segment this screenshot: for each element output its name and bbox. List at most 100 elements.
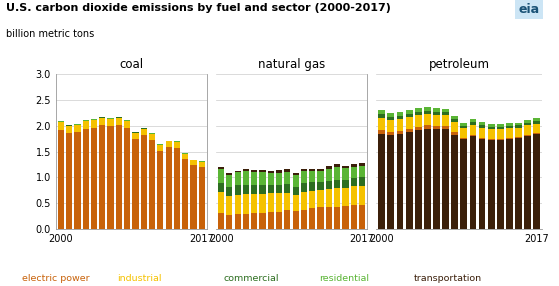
Bar bbox=[268, 194, 274, 212]
Bar bbox=[524, 136, 531, 229]
Bar bbox=[378, 110, 385, 114]
Bar bbox=[309, 182, 315, 191]
Bar bbox=[235, 172, 241, 185]
Bar bbox=[378, 134, 385, 229]
Text: natural gas: natural gas bbox=[258, 58, 325, 71]
Bar bbox=[451, 116, 458, 119]
Bar bbox=[387, 135, 394, 229]
Bar bbox=[433, 128, 440, 229]
Bar bbox=[326, 166, 332, 169]
Bar bbox=[116, 125, 122, 229]
Bar bbox=[292, 195, 299, 211]
Bar bbox=[479, 139, 485, 229]
Bar bbox=[285, 172, 291, 184]
Bar bbox=[243, 194, 249, 214]
Bar bbox=[533, 118, 540, 121]
Text: coal: coal bbox=[119, 58, 144, 71]
Bar bbox=[406, 118, 413, 129]
Bar bbox=[359, 163, 365, 166]
Bar bbox=[433, 112, 440, 115]
Bar bbox=[533, 121, 540, 124]
Bar bbox=[451, 135, 458, 229]
Bar bbox=[415, 130, 421, 229]
Bar bbox=[285, 210, 291, 229]
Bar bbox=[268, 172, 274, 185]
Bar bbox=[107, 126, 113, 229]
Bar bbox=[259, 170, 266, 172]
Bar bbox=[424, 125, 431, 129]
Bar bbox=[334, 167, 340, 180]
Bar bbox=[342, 166, 348, 168]
Bar bbox=[259, 212, 266, 229]
Bar bbox=[83, 120, 89, 121]
Bar bbox=[58, 122, 64, 130]
Bar bbox=[451, 132, 458, 135]
Bar bbox=[350, 186, 357, 205]
Bar bbox=[533, 133, 540, 134]
Bar bbox=[74, 132, 80, 229]
Bar bbox=[301, 192, 307, 210]
Bar bbox=[415, 127, 421, 130]
Bar bbox=[276, 212, 282, 229]
Bar bbox=[326, 180, 332, 189]
Bar bbox=[350, 164, 357, 167]
Bar bbox=[359, 166, 365, 177]
Bar bbox=[198, 167, 205, 229]
Bar bbox=[83, 129, 89, 229]
Bar bbox=[488, 129, 495, 139]
Bar bbox=[326, 189, 332, 207]
Bar bbox=[378, 114, 385, 118]
Bar bbox=[91, 119, 97, 120]
Bar bbox=[318, 171, 324, 182]
Bar bbox=[235, 185, 241, 194]
Bar bbox=[235, 214, 241, 229]
Bar bbox=[318, 169, 324, 171]
Bar bbox=[276, 172, 282, 185]
Bar bbox=[268, 185, 274, 194]
Bar bbox=[533, 134, 540, 229]
Bar bbox=[479, 128, 485, 138]
Bar bbox=[318, 182, 324, 190]
Bar bbox=[83, 121, 89, 129]
Bar bbox=[524, 125, 531, 135]
Bar bbox=[334, 207, 340, 229]
Bar bbox=[415, 116, 421, 127]
Bar bbox=[433, 115, 440, 126]
Bar bbox=[350, 205, 357, 229]
Bar bbox=[107, 119, 113, 126]
Text: petroleum: petroleum bbox=[429, 58, 490, 71]
Bar bbox=[149, 140, 155, 229]
Bar bbox=[251, 172, 257, 185]
Bar bbox=[470, 122, 476, 125]
Bar bbox=[309, 208, 315, 229]
Bar bbox=[141, 135, 147, 229]
Bar bbox=[218, 192, 224, 212]
Bar bbox=[226, 187, 233, 196]
Bar bbox=[506, 139, 513, 229]
Bar bbox=[396, 119, 404, 131]
Bar bbox=[533, 124, 540, 133]
Bar bbox=[470, 119, 476, 122]
Bar bbox=[91, 128, 97, 229]
Bar bbox=[226, 173, 233, 175]
Bar bbox=[424, 114, 431, 125]
Bar bbox=[506, 126, 513, 128]
Bar bbox=[191, 165, 197, 229]
Bar bbox=[301, 210, 307, 229]
Bar bbox=[74, 125, 80, 132]
Bar bbox=[132, 132, 139, 133]
Text: transportation: transportation bbox=[414, 274, 482, 283]
Bar bbox=[488, 124, 495, 127]
Bar bbox=[218, 182, 224, 192]
Bar bbox=[58, 130, 64, 229]
Bar bbox=[99, 117, 106, 118]
Bar bbox=[515, 137, 522, 138]
Bar bbox=[506, 128, 513, 138]
Bar bbox=[191, 160, 197, 165]
Bar bbox=[99, 125, 106, 229]
Bar bbox=[157, 144, 163, 145]
Bar bbox=[326, 207, 332, 229]
Bar bbox=[442, 129, 449, 229]
Bar bbox=[259, 194, 266, 212]
Bar bbox=[461, 126, 467, 128]
